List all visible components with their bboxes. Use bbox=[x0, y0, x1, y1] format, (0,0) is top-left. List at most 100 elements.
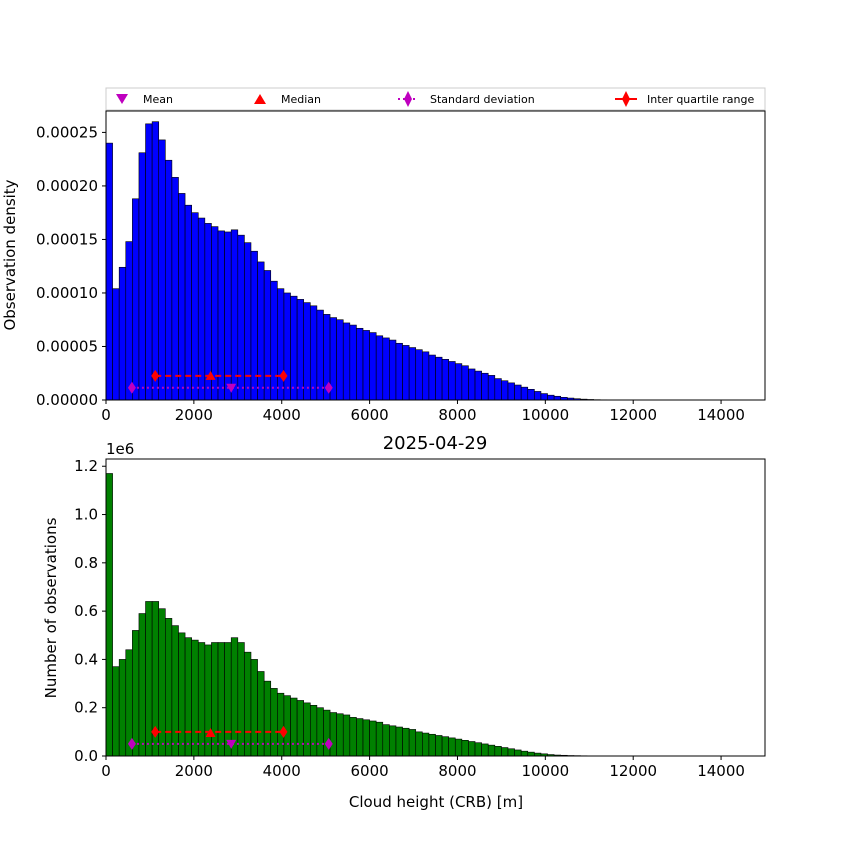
histogram-bar bbox=[165, 618, 173, 757]
histogram-bar bbox=[487, 744, 496, 757]
x-tick-label: 2000 bbox=[175, 762, 213, 780]
histogram-bar bbox=[158, 608, 166, 757]
x-tick-label: 10000 bbox=[521, 762, 569, 780]
histogram-bar bbox=[118, 266, 127, 401]
count-y-ticks: 0.0 0.2 0.4 0.6 0.8 1.0 1.2 bbox=[74, 457, 106, 765]
histogram-bar bbox=[441, 736, 449, 757]
x-tick-label: 0 bbox=[101, 406, 111, 424]
density-bars bbox=[105, 121, 634, 401]
histogram-bar bbox=[316, 309, 324, 401]
y-tick-label: 0.00025 bbox=[36, 123, 98, 141]
histogram-bar bbox=[217, 642, 225, 757]
legend-entry-mean: Mean bbox=[116, 93, 173, 106]
histogram-bar bbox=[290, 697, 298, 757]
histogram-bar bbox=[415, 349, 423, 401]
histogram-bar bbox=[448, 737, 456, 757]
y-tick-label: 0.00005 bbox=[36, 337, 98, 355]
histogram-bar bbox=[191, 212, 199, 401]
histogram-bar bbox=[375, 721, 384, 757]
histogram-bar bbox=[204, 644, 212, 757]
x-tick-label: 4000 bbox=[263, 762, 301, 780]
legend-label-iqr: Inter quartile range bbox=[647, 93, 754, 106]
histogram-bar bbox=[132, 630, 140, 757]
histogram-bar bbox=[151, 121, 160, 401]
histogram-bar bbox=[461, 740, 469, 757]
histogram-bar bbox=[461, 365, 469, 401]
y-tick-label: 0.00015 bbox=[36, 230, 98, 248]
count-bars bbox=[105, 473, 634, 757]
density-y-axis-label: Observation density bbox=[1, 179, 19, 330]
count-chart-title: 2025-04-29 bbox=[383, 433, 488, 454]
histogram-bar bbox=[158, 139, 166, 401]
histogram-bar bbox=[474, 742, 482, 757]
std-diamond-marker bbox=[324, 737, 333, 750]
legend-entry-iqr: Inter quartile range bbox=[615, 91, 754, 107]
count-x-ticks: 0 2000 4000 6000 8000 10000 12000 14000 bbox=[101, 756, 745, 780]
histogram-bar bbox=[132, 198, 140, 401]
histogram-bar bbox=[547, 394, 555, 401]
histogram-bar bbox=[428, 733, 436, 757]
histogram-bar bbox=[435, 735, 443, 757]
histogram-bar bbox=[435, 356, 443, 401]
histogram-bar bbox=[389, 339, 397, 401]
histogram-bar bbox=[428, 354, 436, 401]
histogram-bar bbox=[356, 327, 364, 401]
histogram-bar bbox=[349, 324, 357, 401]
histogram-bar bbox=[237, 642, 245, 757]
histogram-bar bbox=[369, 332, 377, 401]
iqr-diamond-marker bbox=[151, 725, 160, 738]
histogram-bar bbox=[540, 393, 548, 401]
x-tick-label: 8000 bbox=[438, 406, 476, 424]
histogram-bar bbox=[336, 713, 344, 757]
histogram-bar bbox=[316, 707, 324, 757]
histogram-bar bbox=[342, 322, 351, 401]
histogram-bar bbox=[303, 302, 311, 401]
histogram-bar bbox=[211, 226, 219, 401]
legend-entry-median: Median bbox=[254, 93, 321, 106]
histogram-bar bbox=[105, 473, 113, 757]
histogram-bar bbox=[250, 250, 258, 401]
histogram-bar bbox=[184, 637, 192, 757]
x-tick-label: 6000 bbox=[351, 406, 389, 424]
x-tick-label: 0 bbox=[101, 762, 111, 780]
histogram-bar bbox=[277, 288, 285, 401]
density-x-ticks: 0 2000 4000 6000 8000 10000 12000 14000 bbox=[101, 400, 745, 424]
x-tick-label: 2000 bbox=[175, 406, 213, 424]
median-marker bbox=[205, 728, 216, 738]
histogram-bar bbox=[441, 359, 449, 401]
histogram-bar bbox=[336, 319, 344, 401]
y-tick-label: 1.2 bbox=[74, 457, 98, 475]
histogram-bar bbox=[290, 295, 298, 401]
histogram-bar bbox=[250, 659, 258, 757]
histogram-bar bbox=[230, 229, 239, 401]
histogram-bar bbox=[224, 231, 232, 401]
x-tick-label: 12000 bbox=[609, 762, 657, 780]
histogram-bar bbox=[382, 724, 390, 757]
histogram-bar bbox=[138, 152, 146, 401]
histogram-bar bbox=[309, 305, 318, 401]
count-plot-frame bbox=[105, 458, 766, 757]
legend: Mean Median Standard deviation Inter qua… bbox=[105, 87, 766, 111]
histogram-bar bbox=[481, 372, 489, 401]
histogram-bar bbox=[527, 388, 535, 401]
histogram-bar bbox=[494, 378, 502, 401]
y-tick-label: 0.00000 bbox=[36, 391, 98, 409]
histogram-bar bbox=[494, 746, 502, 757]
y-tick-label: 1.0 bbox=[74, 506, 98, 524]
histogram-bar bbox=[125, 241, 133, 401]
histogram-bar bbox=[501, 747, 509, 757]
histogram-bar bbox=[454, 738, 463, 757]
histogram-bar bbox=[184, 204, 192, 401]
histogram-bar bbox=[105, 142, 113, 401]
mean-marker bbox=[226, 739, 237, 749]
median-marker-icon bbox=[254, 94, 266, 104]
legend-label-std: Standard deviation bbox=[430, 93, 535, 106]
histogram-bar bbox=[145, 123, 153, 401]
count-x-axis-label: Cloud height (CRB) [m] bbox=[349, 793, 523, 811]
histogram-bar bbox=[296, 299, 304, 401]
histogram-bar bbox=[112, 666, 120, 757]
histogram-bar bbox=[283, 695, 291, 757]
histogram-bar bbox=[178, 632, 186, 757]
mean-marker bbox=[226, 383, 237, 393]
